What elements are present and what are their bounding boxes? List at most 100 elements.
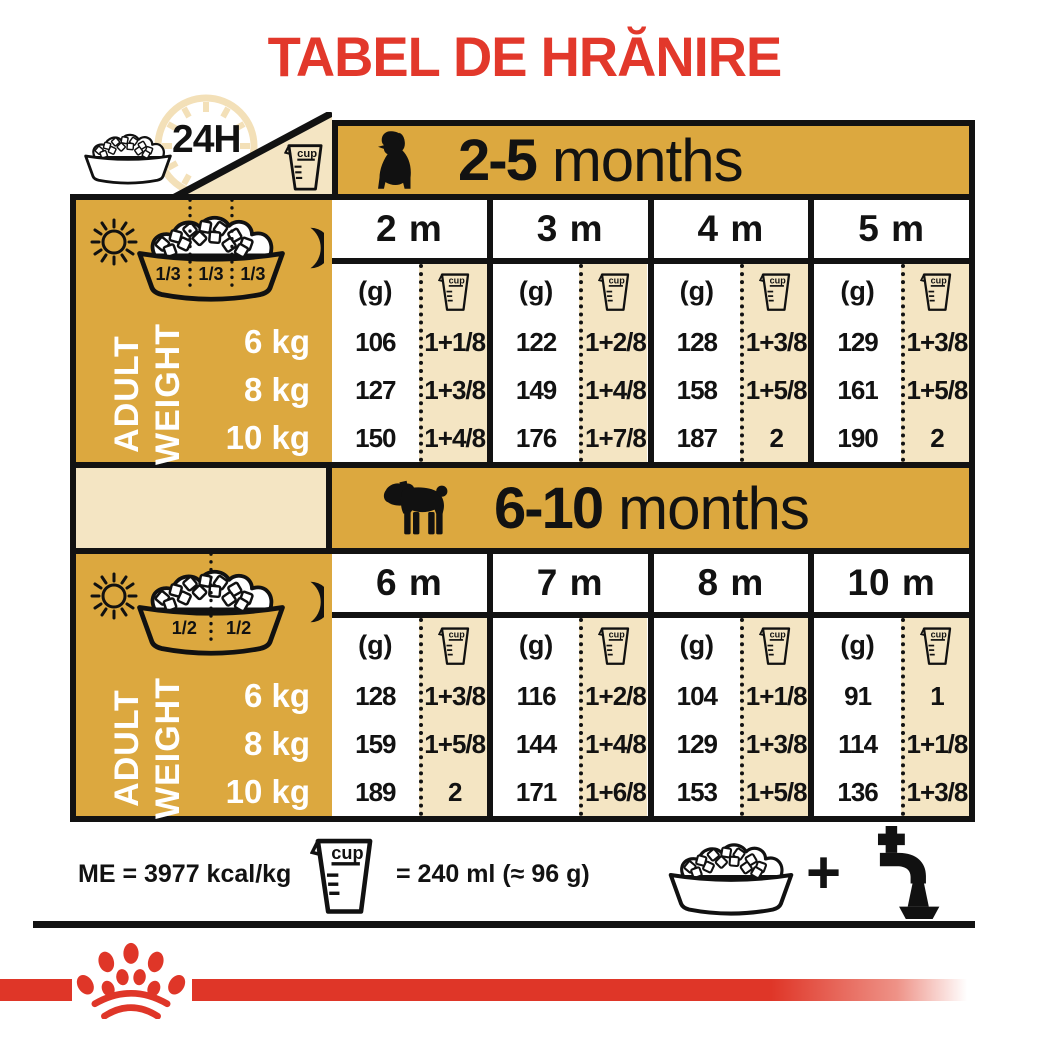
month-column: 10 m (g) 91 114 136 1 1+1/8 1+3/8: [808, 554, 969, 816]
cup-value: 1+4/8: [424, 422, 486, 453]
grams-unit-label: (g): [358, 275, 393, 306]
svg-text:1/3: 1/3: [198, 264, 223, 284]
cup-value: 1+2/8: [585, 326, 647, 357]
spacer-block: [70, 468, 332, 554]
cup-value: 1+1/8: [424, 326, 486, 357]
grams-value: 149: [515, 374, 557, 405]
cup-value: 1: [930, 680, 945, 711]
measuring-cup-icon: [438, 270, 472, 312]
cup-value: 1+5/8: [745, 374, 808, 405]
ration-split-panel-2: 1/2 1/2 ADULT WEIGHT 6 kg 8 kg 10 kg: [70, 554, 332, 822]
metabolizable-energy-label: ME = 3977 kcal/kg: [78, 860, 292, 888]
svg-text:1/3: 1/3: [240, 264, 265, 284]
month-header: 5 m: [814, 200, 969, 264]
weight-rows-labels: 6 kg 8 kg 10 kg: [112, 672, 316, 816]
month-column: 5 m (g) 129 161 190 1+3/8 1+5/8 2: [808, 200, 969, 462]
brand-stripe-left: [0, 979, 72, 1001]
weight-label: 8 kg: [243, 725, 310, 762]
cup-value: 1+6/8: [585, 776, 647, 807]
month-header: 8 m: [653, 554, 809, 618]
svg-text:1/2: 1/2: [172, 618, 197, 638]
cup-value: 1+1/8: [906, 728, 969, 759]
brand-stripe-right: [192, 979, 975, 1001]
page-title: TABEL DE HRĂNIRE: [267, 25, 783, 88]
measuring-cup-icon: [284, 140, 326, 192]
cup-value: 1+3/8: [424, 680, 486, 711]
moon-icon: [292, 580, 324, 624]
month-header: 6 m: [332, 554, 487, 618]
bowl-thirds-icon: 1/3 1/3 1/3: [130, 200, 292, 307]
divider: [70, 194, 332, 200]
measuring-cup-icon: [920, 624, 954, 666]
age-range: 6-10: [494, 475, 604, 541]
moon-icon: [292, 226, 324, 270]
grams-unit-label: (g): [679, 275, 715, 306]
age-band-6-10-months: 6-10 months: [332, 468, 975, 554]
weight-label: 10 kg: [225, 419, 310, 456]
weight-label: 10 kg: [225, 773, 310, 810]
month-header: 7 m: [492, 554, 648, 618]
month-column: 8 m (g) 104 129 153 1+1/8 1+3/8 1+5/8: [647, 554, 809, 816]
grams-value: 116: [516, 680, 557, 711]
month-column: 7 m (g) 116 144 171 1+2/8 1+4/8 1+6/8: [486, 554, 648, 816]
pug-icon: [380, 480, 454, 536]
grams-value: 187: [676, 422, 718, 453]
royal-canin-paw-logo: [72, 941, 190, 1019]
grams-value: 128: [355, 680, 396, 711]
grams-value: 159: [355, 728, 396, 759]
month-header: 10 m: [814, 554, 969, 618]
grams-unit-label: (g): [840, 275, 875, 306]
month-header: 4 m: [653, 200, 809, 264]
cup-value: 1+4/8: [585, 374, 647, 405]
month-column: 2 m (g) 106 127 150 1+1/8 1+3/8 1+4/8: [332, 200, 487, 462]
grams-unit-label: (g): [840, 629, 875, 660]
grams-value: 129: [837, 326, 878, 357]
grams-value: 189: [355, 776, 396, 807]
age-unit: months: [618, 474, 810, 542]
cup-value: 2: [930, 422, 945, 453]
water-tap-icon: [854, 826, 948, 920]
cup-value: 1+3/8: [424, 374, 486, 405]
cup-value: 1+1/8: [745, 680, 808, 711]
feeding-table-2-5-months: 2 m (g) 106 127 150 1+1/8 1+3/8 1+4/8 3 …: [332, 200, 975, 468]
grams-value: 176: [515, 422, 557, 453]
grams-value: 128: [676, 326, 718, 357]
svg-text:1/2: 1/2: [226, 618, 251, 638]
hours-label: 24H: [172, 118, 242, 161]
measuring-cup-icon: [438, 624, 472, 666]
cup-value: 1+5/8: [745, 776, 808, 807]
cup-value: 1+3/8: [745, 326, 808, 357]
grams-unit-label: (g): [518, 275, 554, 306]
grams-value: 171: [515, 776, 557, 807]
month-column: 3 m (g) 122 149 176 1+2/8 1+4/8 1+7/8: [486, 200, 648, 462]
measuring-cup-icon: [598, 270, 632, 312]
month-header: 2 m: [332, 200, 487, 264]
plus-sign: +: [806, 839, 842, 906]
cup-value: 1+3/8: [745, 728, 808, 759]
cup-value: 1+3/8: [906, 326, 969, 357]
weight-label: 6 kg: [243, 323, 310, 360]
grams-value: 114: [838, 728, 878, 759]
age-range: 2-5: [458, 127, 538, 193]
grams-value: 153: [676, 776, 718, 807]
grams-value: 104: [676, 680, 718, 711]
grams-value: 190: [837, 422, 878, 453]
weight-label: 8 kg: [243, 371, 310, 408]
measuring-cup-icon: [598, 624, 632, 666]
puppy-icon: [374, 129, 416, 191]
measuring-cup-icon: [920, 270, 954, 312]
grams-value: 136: [837, 776, 878, 807]
bottom-rule: [33, 921, 975, 928]
measuring-cup-icon: [759, 624, 793, 666]
weight-rows-labels: 6 kg 8 kg 10 kg: [112, 318, 316, 462]
measuring-cup-icon: [308, 832, 380, 916]
cup-value: 2: [447, 776, 463, 807]
month-column: 4 m (g) 128 158 187 1+3/8 1+5/8 2: [647, 200, 809, 462]
grams-unit-label: (g): [358, 629, 393, 660]
grams-value: 122: [515, 326, 557, 357]
grams-value: 150: [355, 422, 396, 453]
grams-value: 144: [515, 728, 557, 759]
cup-value: 1+7/8: [585, 422, 647, 453]
food-bowl-icon: [650, 830, 812, 920]
